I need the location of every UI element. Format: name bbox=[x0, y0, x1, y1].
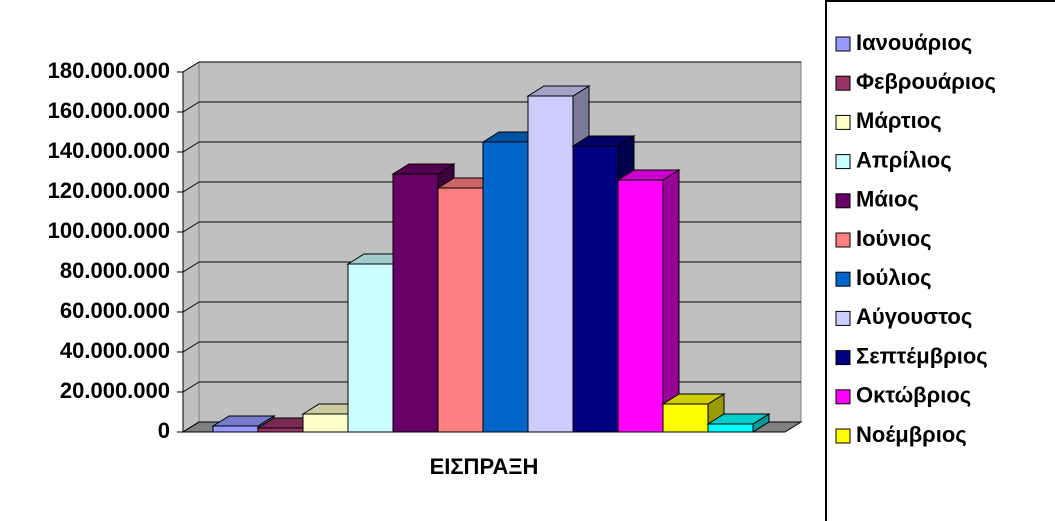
y-tick-label: 60.000.000 bbox=[60, 298, 170, 323]
bar bbox=[707, 423, 754, 433]
y-tick-label: 40.000.000 bbox=[60, 338, 170, 363]
grid-line-side bbox=[182, 261, 200, 273]
side-wall bbox=[182, 61, 200, 433]
y-tick-label: 100.000.000 bbox=[48, 218, 170, 243]
bar bbox=[617, 179, 664, 433]
bar bbox=[572, 145, 619, 433]
y-tick-label: 120.000.000 bbox=[48, 178, 170, 203]
y-tick-label: 180.000.000 bbox=[48, 58, 170, 83]
grid-line-side bbox=[182, 341, 200, 353]
legend-label: Φεβρουάριος bbox=[856, 69, 996, 94]
legend-label: Απρίλιος bbox=[856, 147, 952, 172]
legend-label: Ιούνιος bbox=[856, 226, 932, 251]
legend-swatch bbox=[835, 389, 851, 405]
bar bbox=[527, 95, 574, 433]
grid-line-side bbox=[182, 101, 200, 113]
grid-line-side bbox=[182, 141, 200, 153]
legend-label: Νοέμβριος bbox=[856, 422, 967, 447]
x-tick-label: ΕΙΣΠΡΑΞΗ bbox=[430, 454, 539, 479]
y-tick-label: 140.000.000 bbox=[48, 138, 170, 163]
bar-side bbox=[662, 169, 680, 433]
bar bbox=[347, 263, 394, 433]
legend-label: Ιανουάριος bbox=[856, 30, 972, 55]
bar bbox=[482, 141, 529, 433]
legend-box bbox=[825, 0, 1055, 521]
grid-line-side bbox=[182, 181, 200, 193]
legend-swatch bbox=[835, 232, 851, 248]
grid-line-side bbox=[182, 381, 200, 393]
legend-swatch bbox=[835, 428, 851, 444]
bar bbox=[392, 173, 439, 433]
legend-swatch bbox=[835, 271, 851, 287]
bar bbox=[662, 403, 709, 433]
grid-line-side bbox=[182, 301, 200, 313]
legend-swatch bbox=[835, 350, 851, 366]
legend-label: Οκτώβριος bbox=[856, 383, 971, 408]
y-tick-label: 160.000.000 bbox=[48, 98, 170, 123]
legend-label: Μάιος bbox=[856, 187, 919, 212]
grid-line-side bbox=[182, 421, 200, 433]
bar bbox=[302, 413, 349, 433]
legend-swatch bbox=[835, 75, 851, 91]
bar bbox=[437, 187, 484, 433]
y-tick-label: 80.000.000 bbox=[60, 258, 170, 283]
legend-label: Ιούλιος bbox=[856, 265, 932, 290]
legend-label: Μάρτιος bbox=[856, 108, 942, 133]
legend-swatch bbox=[835, 193, 851, 209]
legend-label: Σεπτέμβριος bbox=[856, 343, 988, 368]
legend-swatch bbox=[835, 36, 851, 52]
legend-label: Αύγουστος bbox=[856, 304, 972, 329]
bar bbox=[212, 425, 259, 433]
legend-swatch bbox=[835, 310, 851, 326]
y-tick-label: 0 bbox=[158, 418, 170, 443]
y-tick-label: 20.000.000 bbox=[60, 378, 170, 403]
legend-swatch bbox=[835, 114, 851, 130]
grid-line-side bbox=[182, 61, 200, 73]
legend-swatch bbox=[835, 154, 851, 170]
grid-line-side bbox=[182, 221, 200, 233]
bar bbox=[257, 427, 304, 433]
